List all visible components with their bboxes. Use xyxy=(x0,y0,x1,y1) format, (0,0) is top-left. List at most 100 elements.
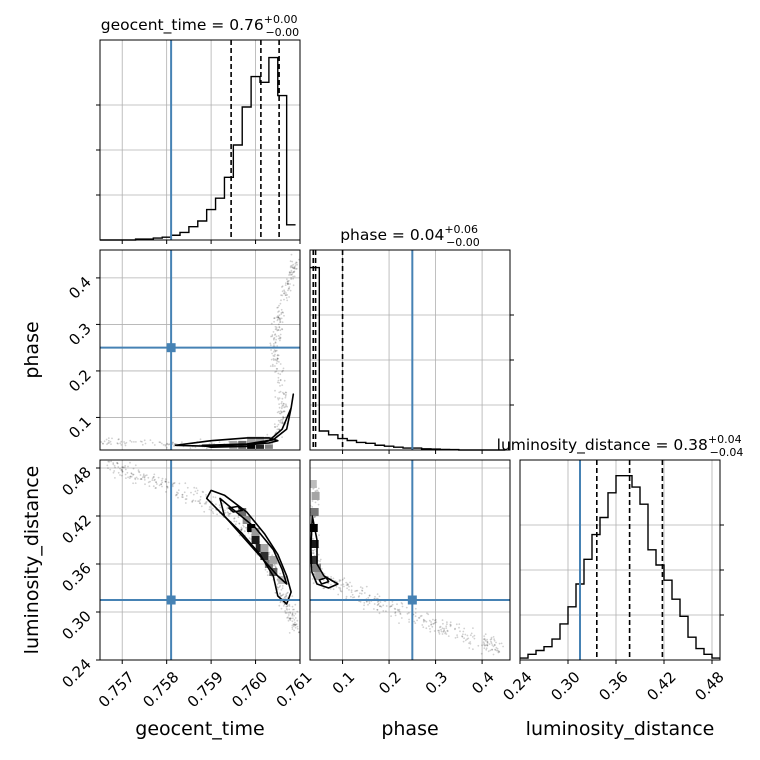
panel-geocent_time-vs-luminosity_distance-sample xyxy=(153,476,155,478)
panel-geocent_time-vs-luminosity_distance-sample xyxy=(297,631,300,634)
panel-phase-vs-luminosity_distance-sample xyxy=(430,621,432,623)
panel-geocent_time-vs-phase-sample xyxy=(286,283,289,286)
panel-phase-vs-luminosity_distance-sample xyxy=(321,568,323,570)
panel-phase-vs-luminosity_distance-sample xyxy=(483,642,486,645)
panel-geocent_time-vs-luminosity_distance-sample xyxy=(181,496,183,498)
panel-phase-vs-luminosity_distance-sample xyxy=(379,601,382,603)
panel-phase-vs-luminosity_distance-sample xyxy=(483,644,485,646)
panel-phase-vs-luminosity_distance-sample xyxy=(376,604,379,606)
panel-geocent_time-vs-luminosity_distance-sample xyxy=(293,629,295,632)
panel-geocent_time-vs-luminosity_distance-sample xyxy=(128,477,131,479)
panel-geocent_time-vs-luminosity_distance-density-cell-6 xyxy=(264,560,273,568)
panel-phase-vs-luminosity_distance-sample xyxy=(363,604,365,607)
panel-geocent_time-vs-luminosity_distance-sample xyxy=(198,502,201,504)
panel-phase-vs-luminosity_distance-sample xyxy=(422,619,425,622)
panel-phase-vs-luminosity_distance-sample xyxy=(444,632,446,635)
panel-geocent_time-vs-phase-sample xyxy=(276,358,278,361)
panel-geocent_time-vs-phase-sample xyxy=(277,311,279,313)
panel-phase-vs-luminosity_distance-density-cell-1 xyxy=(310,540,319,548)
panel-geocent_time-vs-luminosity_distance-sample xyxy=(238,534,241,537)
panel-phase-vs-luminosity_distance-sample xyxy=(454,627,456,630)
panel-geocent_time-vs-luminosity_distance-sample xyxy=(295,623,298,625)
panel-geocent_time-vs-luminosity_distance-sample xyxy=(134,477,137,480)
panel-geocent_time-vs-luminosity_distance-sample xyxy=(228,513,231,515)
panel-phase-vs-luminosity_distance-sample xyxy=(368,602,371,604)
panel-phase-vs-luminosity_distance-sample xyxy=(445,625,448,628)
panel-geocent_time-vs-phase-sample xyxy=(276,381,279,384)
panel-geocent_time-vs-phase-sample xyxy=(277,372,280,375)
panel-geocent_time-vs-luminosity_distance-sample xyxy=(193,486,196,489)
xtick-label-phase-0: 0.1 xyxy=(329,668,359,698)
panel-geocent_time-vs-luminosity_distance-sample xyxy=(288,608,291,611)
panel-geocent_time-vs-luminosity_distance-density-cell-8 xyxy=(251,528,260,536)
panel-geocent_time-vs-phase-sample xyxy=(164,443,167,446)
xtick-label-luminosity_distance-1: 0.30 xyxy=(547,668,583,704)
panel-geocent_time-vs-luminosity_distance-sample xyxy=(266,571,269,573)
panel-phase-vs-luminosity_distance-sample xyxy=(373,603,376,605)
panel-geocent_time-vs-luminosity_distance-sample xyxy=(122,466,124,469)
panel-phase-vs-luminosity_distance-sample xyxy=(350,591,353,594)
panel-phase-vs-luminosity_distance-sample xyxy=(376,609,379,611)
panel-phase-vs-luminosity_distance-sample xyxy=(429,630,432,633)
panel-geocent_time-vs-phase-sample xyxy=(282,415,284,418)
panel-phase-vs-luminosity_distance-sample xyxy=(500,642,503,645)
panel-phase-vs-luminosity_distance-sample xyxy=(440,628,442,631)
panel-geocent_time-vs-luminosity_distance-sample xyxy=(287,591,289,594)
panel-geocent_time-vs-luminosity_distance-sample xyxy=(289,617,292,620)
panel-geocent_time-vs-phase-sample xyxy=(151,441,154,444)
panel-geocent_time-vs-luminosity_distance-sample xyxy=(123,466,126,469)
panel-phase-vs-luminosity_distance-sample xyxy=(361,589,363,592)
panel-phase-vs-luminosity_distance-sample xyxy=(489,649,492,652)
panel-geocent_time-vs-luminosity_distance-sample xyxy=(289,612,292,614)
panel-phase-vs-luminosity_distance-sample xyxy=(422,618,425,621)
panel-geocent_time-vs-luminosity_distance-sample xyxy=(132,473,135,476)
panel-geocent_time-vs-phase-sample xyxy=(279,410,282,412)
panel-phase-vs-luminosity_distance-sample xyxy=(339,588,342,591)
panel-geocent_time-vs-luminosity_distance-sample xyxy=(227,528,230,530)
panel-geocent_time-vs-luminosity_distance-sample xyxy=(288,617,291,620)
panel-geocent_time-vs-luminosity_distance-sample xyxy=(238,522,241,525)
panel-geocent_time-vs-luminosity_distance-sample xyxy=(127,465,129,468)
panel-geocent_time-vs-phase-sample xyxy=(283,289,285,292)
panel-geocent_time-vs-luminosity_distance-sample xyxy=(291,595,294,597)
panel-geocent_time-vs-luminosity_distance-sample xyxy=(142,473,145,476)
panel-phase-vs-luminosity_distance-sample xyxy=(461,635,464,638)
panel-phase-vs-luminosity_distance-sample xyxy=(438,629,440,632)
panel-geocent_time-vs-phase-sample xyxy=(278,397,281,400)
panel-geocent_time-vs-phase-sample xyxy=(285,393,287,396)
panel-phase-vs-luminosity_distance-sample xyxy=(466,634,469,637)
panel-geocent_time-vs-phase-sample xyxy=(274,358,277,361)
panel-geocent_time-vs-phase-sample xyxy=(284,395,287,397)
panel-phase-vs-luminosity_distance-sample xyxy=(385,610,387,612)
panel-geocent_time-vs-luminosity_distance-sample xyxy=(202,491,205,493)
panel-geocent_time-vs-luminosity_distance-sample xyxy=(281,587,284,590)
panel-phase-vs-luminosity_distance-contour-1 xyxy=(318,576,330,585)
panel-phase-vs-luminosity_distance-sample xyxy=(363,592,366,594)
panel-phase-vs-luminosity_distance-sample xyxy=(462,633,464,636)
panel-geocent_time-vs-luminosity_distance-sample xyxy=(264,568,267,571)
panel-phase-vs-luminosity_distance-sample xyxy=(345,584,348,586)
panel-geocent_time-vs-phase-sample xyxy=(144,442,147,445)
panel-geocent_time-vs-phase-sample xyxy=(119,442,122,445)
panel-phase-vs-luminosity_distance-sample xyxy=(464,639,467,642)
panel-geocent_time-vs-luminosity_distance-sample xyxy=(152,485,155,488)
panel-geocent_time-vs-phase-density-cell-6 xyxy=(256,436,264,445)
panel-geocent_time-vs-luminosity_distance-sample xyxy=(293,623,296,625)
panel-geocent_time-vs-phase-sample xyxy=(141,440,143,443)
panel-geocent_time-vs-phase-sample xyxy=(281,420,284,423)
panel-geocent_time-vs-phase-sample xyxy=(281,294,284,297)
panel-geocent_time-vs-luminosity_distance-sample xyxy=(228,512,231,515)
xtick-label-luminosity_distance-0: 0.24 xyxy=(499,668,535,704)
panel-geocent_time-vs-phase-sample xyxy=(274,425,276,428)
panel-geocent_time-vs-luminosity_distance-sample xyxy=(157,476,160,479)
panel-geocent_time-vs-phase-sample xyxy=(278,428,280,430)
panel-geocent_time-vs-luminosity_distance-sample xyxy=(280,595,282,597)
panel-geocent_time-vs-phase-sample xyxy=(277,337,280,340)
panel-geocent_time-vs-phase-sample xyxy=(272,365,274,368)
panel-geocent_time-vs-phase-sample xyxy=(275,335,278,338)
panel-geocent_time-vs-phase-sample xyxy=(102,442,104,445)
panel-phase-vs-luminosity_distance-sample xyxy=(312,582,315,585)
panel-geocent_time-vs-luminosity_distance-sample xyxy=(154,487,157,489)
panel-geocent_time-vs-phase-sample xyxy=(289,260,292,263)
panel-phase-vs-luminosity_distance-sample xyxy=(485,648,488,651)
